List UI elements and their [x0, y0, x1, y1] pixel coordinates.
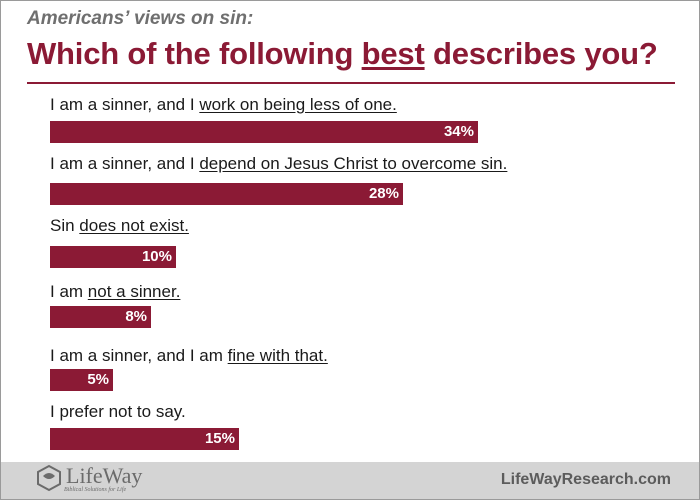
- category-label: I am a sinner, and I am fine with that.: [50, 346, 328, 366]
- bar: 5%: [50, 369, 113, 391]
- title-emphasis: best: [361, 36, 425, 71]
- category-label: I prefer not to say.: [50, 402, 186, 422]
- category-label-text: I am a sinner, and I am: [50, 346, 228, 365]
- category-label-text: I prefer not to say.: [50, 402, 186, 421]
- lifeway-logo-icon: [37, 464, 61, 492]
- category-label-emphasis: work on being less of one.: [199, 95, 397, 114]
- category-label: I am a sinner, and I work on being less …: [50, 95, 397, 115]
- lifeway-logo: LifeWay Biblical Solutions for Life: [36, 463, 142, 497]
- category-label-text: I am a sinner, and I: [50, 95, 200, 114]
- footer-bar: LifeWay Biblical Solutions for Life Life…: [1, 462, 699, 499]
- category-label-text: I am a sinner, and I: [50, 154, 200, 173]
- bar: 8%: [50, 306, 151, 328]
- chart-subtitle: Americans’ views on sin:: [27, 8, 254, 29]
- bar: 34%: [50, 121, 478, 143]
- bar: 15%: [50, 428, 239, 450]
- category-label: I am not a sinner.: [50, 282, 180, 302]
- bar-value-label: 28%: [368, 185, 399, 202]
- bar-value-label: 8%: [125, 308, 147, 325]
- title-text-end: describes you?: [424, 36, 658, 71]
- logo-tagline: Biblical Solutions for Life: [64, 487, 127, 493]
- chart-title: Which of the following best describes yo…: [27, 36, 658, 72]
- category-label-emphasis: depend on Jesus Christ to overcome sin.: [199, 154, 508, 173]
- bar: 28%: [50, 183, 403, 205]
- logo-wordmark: LifeWay: [66, 463, 143, 488]
- category-label: I am a sinner, and I depend on Jesus Chr…: [50, 154, 507, 174]
- bar-value-label: 5%: [87, 371, 109, 388]
- bar-value-label: 15%: [204, 430, 235, 447]
- bar: 10%: [50, 246, 176, 268]
- category-label-text: I am: [50, 282, 88, 301]
- footer-url: LifeWayResearch.com: [500, 471, 671, 488]
- bar-value-label: 34%: [443, 123, 474, 140]
- bar-value-label: 10%: [141, 248, 172, 265]
- title-text-start: Which of the following: [27, 36, 362, 71]
- category-label-emphasis: does not exist.: [79, 216, 189, 235]
- category-label-text: Sin: [50, 216, 80, 235]
- title-divider: [27, 82, 675, 84]
- bar-chart: I am a sinner, and I work on being less …: [50, 95, 507, 450]
- category-label-emphasis: fine with that.: [227, 346, 328, 365]
- category-label: Sin does not exist.: [50, 216, 189, 236]
- category-label-emphasis: not a sinner.: [87, 282, 181, 301]
